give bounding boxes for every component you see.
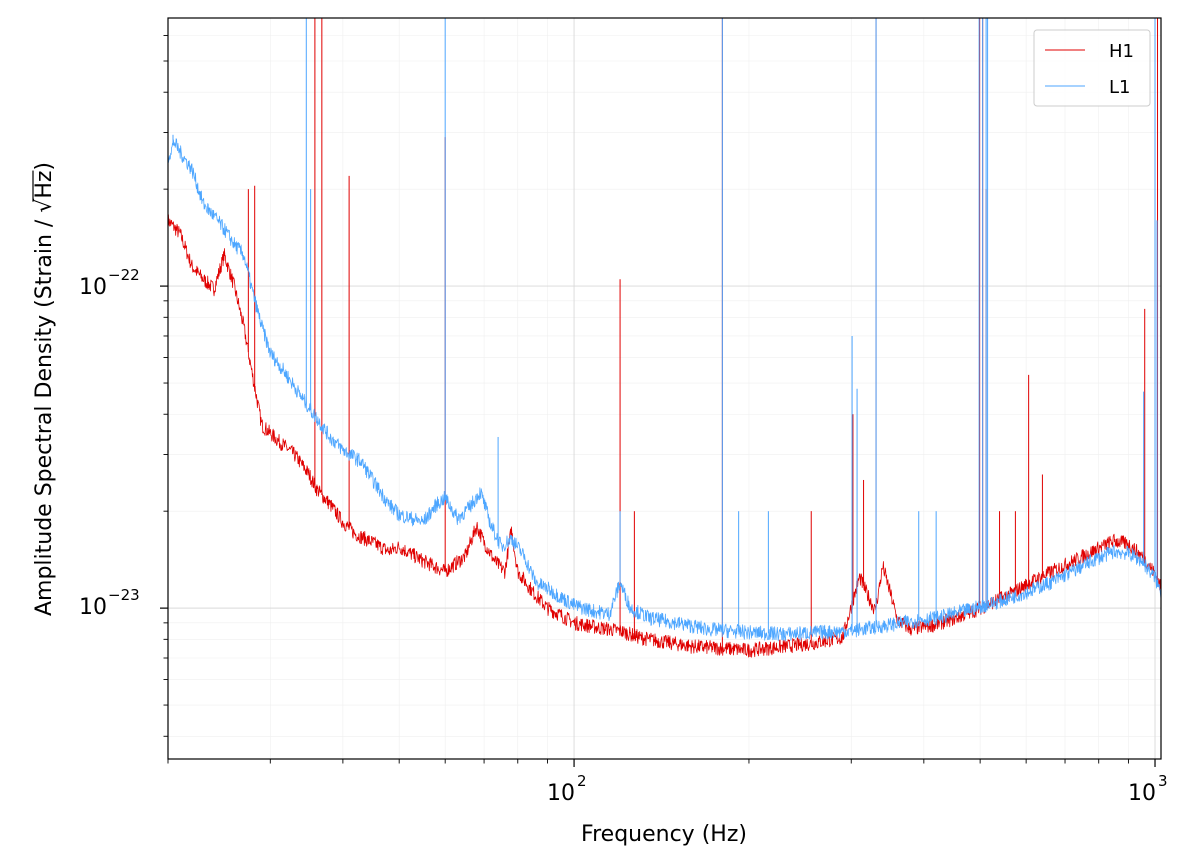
- y-axis-label: Amplitude Spectral Density (Strain / √Hz…: [32, 162, 57, 616]
- series-line-l1: [168, 138, 1161, 642]
- plot-frame: [167, 17, 1162, 760]
- series-layer: [168, 18, 1161, 658]
- x-tick-label-exponent: 3: [1158, 772, 1168, 790]
- minor-grid: [167, 18, 1161, 759]
- x-tick-labels: 10 2 10 3: [547, 772, 1168, 806]
- legend-label-l1: L1: [1109, 77, 1130, 98]
- y-tick-label: 10: [79, 595, 107, 620]
- y-axis-label-text: Amplitude Spectral Density (Strain / √Hz…: [32, 162, 57, 616]
- y-tick-label-exponent: −23: [108, 586, 140, 604]
- legend: H1 L1: [1033, 29, 1151, 107]
- tick-layer: [160, 35, 1156, 767]
- legend-label-h1: H1: [1109, 41, 1134, 62]
- legend-box: [1033, 29, 1151, 107]
- x-tick-label: 10: [547, 781, 575, 806]
- y-tick-label-exponent: −22: [108, 266, 140, 284]
- y-axis-label-radicand: Hz: [32, 171, 57, 199]
- x-tick-label: 10: [1128, 781, 1156, 806]
- y-tick-labels: 10 −23 10 −22: [79, 266, 140, 620]
- series-l1: [168, 18, 1161, 642]
- y-tick-label: 10: [79, 275, 107, 300]
- x-tick-label-exponent: 2: [577, 772, 587, 790]
- sqrt-sign: √: [32, 198, 57, 213]
- plot-background: [168, 18, 1161, 759]
- x-axis-label: Frequency (Hz): [581, 822, 747, 847]
